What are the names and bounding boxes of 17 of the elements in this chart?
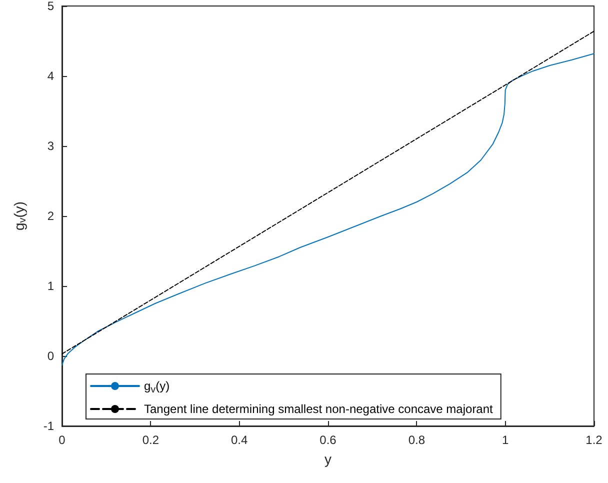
y-tick-label: 3 [47, 139, 54, 153]
y-tick-label: 4 [47, 69, 54, 83]
y-tick-label: 0 [47, 349, 54, 363]
y-tick-label: -1 [43, 419, 54, 433]
y-tick-label: 2 [47, 209, 54, 223]
x-tick-label: 0.2 [142, 433, 160, 447]
x-tick-label: 0.4 [230, 433, 248, 447]
x-tick-label: 0.8 [408, 433, 426, 447]
x-tick-label: 0 [58, 433, 66, 447]
x-tick-label: 1.2 [586, 433, 603, 447]
y-axis-title: gv(y) [11, 201, 28, 231]
y-tick-label: 5 [47, 0, 54, 13]
x-axis-title: y [324, 451, 332, 467]
y-tick-label: 1 [47, 279, 54, 293]
x-tick-label: 0.6 [320, 433, 337, 447]
legend-label: Tangent line determining smallest non-negative concave majorant [144, 402, 494, 416]
x-tick-label: 1 [502, 433, 509, 447]
